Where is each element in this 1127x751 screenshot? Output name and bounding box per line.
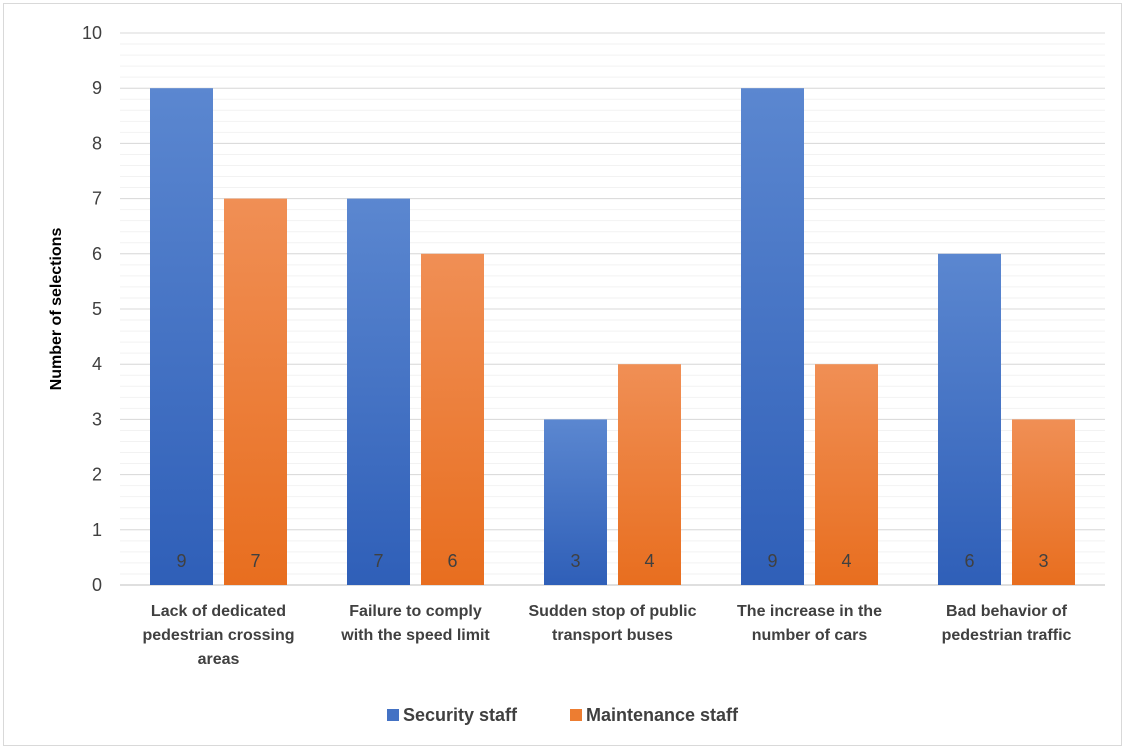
data-label: 7 bbox=[373, 551, 383, 571]
data-label: 4 bbox=[644, 551, 654, 571]
y-tick-label: 7 bbox=[92, 189, 102, 209]
x-category-label: areas bbox=[198, 651, 240, 668]
y-tick-label: 1 bbox=[92, 520, 102, 540]
y-tick-label: 10 bbox=[82, 23, 102, 43]
bar bbox=[815, 364, 878, 585]
bar bbox=[741, 88, 804, 585]
bars bbox=[150, 88, 1075, 586]
y-tick-label: 6 bbox=[92, 244, 102, 264]
data-label: 3 bbox=[570, 551, 580, 571]
data-label: 9 bbox=[176, 551, 186, 571]
y-tick-label: 2 bbox=[92, 465, 102, 485]
y-tick-label: 0 bbox=[92, 575, 102, 595]
legend: Security staff Maintenance staff bbox=[387, 705, 739, 725]
y-tick-label: 4 bbox=[92, 354, 102, 374]
x-category-label: The increase in the bbox=[737, 603, 882, 620]
y-tick-label: 8 bbox=[92, 133, 102, 153]
legend-label-1: Security staff bbox=[403, 705, 518, 725]
legend-swatch-1 bbox=[387, 709, 399, 721]
x-category-label: pedestrian crossing bbox=[142, 627, 294, 644]
data-labels: 9 7 7 6 3 4 9 4 6 3 bbox=[176, 551, 1048, 571]
legend-swatch-2 bbox=[570, 709, 582, 721]
legend-label-2: Maintenance staff bbox=[586, 705, 739, 725]
bar bbox=[224, 198, 287, 585]
bar bbox=[347, 198, 410, 585]
x-category-label: Lack of dedicated bbox=[151, 603, 286, 620]
data-label: 3 bbox=[1038, 551, 1048, 571]
bar bbox=[544, 419, 607, 585]
x-category-label: with the speed limit bbox=[340, 627, 490, 644]
x-category-label: Bad behavior of bbox=[946, 603, 1068, 620]
bar bbox=[1012, 419, 1075, 585]
axes: 0 1 2 3 4 5 6 7 8 9 10 Number of selections Lack of … bbox=[48, 23, 1072, 668]
data-label: 4 bbox=[841, 551, 851, 571]
x-category-label: number of cars bbox=[752, 627, 868, 644]
bar bbox=[150, 88, 213, 585]
data-label: 9 bbox=[767, 551, 777, 571]
bar bbox=[421, 253, 484, 586]
x-category-label: pedestrian traffic bbox=[942, 627, 1072, 644]
x-category-label: transport buses bbox=[552, 627, 673, 644]
y-axis-title: Number of selections bbox=[48, 228, 65, 391]
data-label: 6 bbox=[964, 551, 974, 571]
data-label: 6 bbox=[447, 551, 457, 571]
bar bbox=[938, 253, 1001, 586]
data-label: 7 bbox=[250, 551, 260, 571]
y-tick-label: 5 bbox=[92, 299, 102, 319]
x-category-label: Failure to comply bbox=[349, 603, 482, 620]
bar bbox=[618, 364, 681, 585]
y-tick-label: 3 bbox=[92, 409, 102, 429]
x-category-label: Sudden stop of public bbox=[529, 603, 697, 620]
y-tick-label: 9 bbox=[92, 78, 102, 98]
